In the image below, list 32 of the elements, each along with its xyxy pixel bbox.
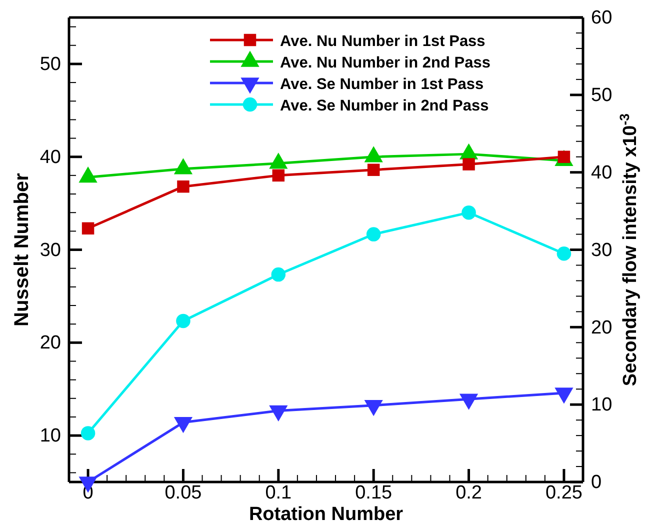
y-tick-label: 50 [40,54,61,76]
y-axis-title: Nusselt Number [11,172,33,326]
point [554,388,574,404]
x-tick-label: 0.15 [355,482,392,504]
y2-tick-label: 20 [591,317,612,338]
y2-tick-label: 50 [591,84,612,106]
y2-tick-label: 30 [591,240,612,261]
legend-label: Ave. Se Number in 1st Pass [280,76,484,93]
y-tick-label: 40 [40,146,61,168]
y-tick-label: 30 [40,240,61,261]
point [459,394,478,410]
legend-label: Ave. Se Number in 2nd Pass [280,98,489,114]
point [556,246,572,261]
point [174,417,193,434]
x-tick-label: 0.05 [164,482,202,504]
point [269,405,288,422]
y2-tick-label: 10 [591,394,612,416]
x-tick-label: 0.1 [265,482,292,504]
point [271,267,286,282]
y-tick-label: 10 [40,426,61,447]
y2-tick-label: 60 [591,8,612,29]
x-tick-label: 0.2 [456,482,482,504]
legend-label: Ave. Nu Number in 1st Pass [280,33,486,50]
x-axis-title: Rotation Number [248,504,404,522]
legend-label: Ave. Nu Number in 2nd Pass [280,54,490,72]
point [364,400,383,416]
y2-tick-label: 40 [591,162,612,184]
point [176,314,190,328]
point [462,205,476,220]
y-tick-label: 20 [40,332,61,354]
x-tick-label: 0.25 [545,482,582,504]
point [366,227,381,242]
